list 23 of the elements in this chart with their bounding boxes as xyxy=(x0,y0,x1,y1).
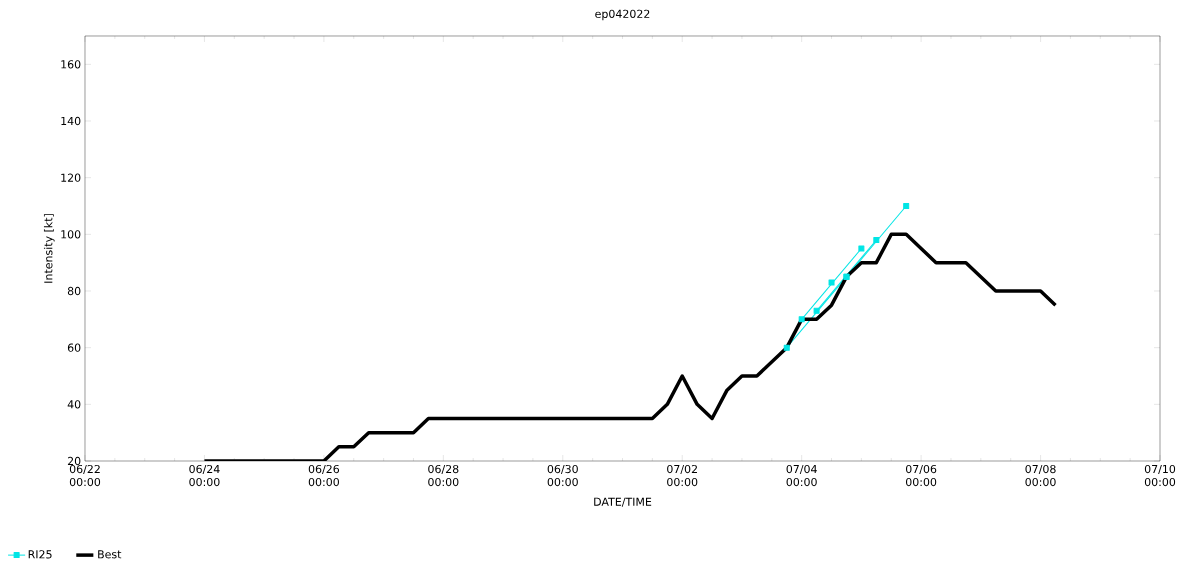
legend-label: RI25 xyxy=(28,550,52,559)
x-tick-label: 06/24 00:00 xyxy=(189,464,220,487)
x-tick-label: 06/28 00:00 xyxy=(428,464,459,487)
y-tick-label: 100 xyxy=(61,230,81,239)
y-tick-label: 80 xyxy=(67,286,81,296)
legend-label: Best xyxy=(98,550,122,559)
y-tick-label: 40 xyxy=(67,400,81,409)
x-tick-label: 06/26 00:00 xyxy=(308,464,340,487)
y-tick-label: 60 xyxy=(67,343,81,352)
x-axis-title: DATE/TIME xyxy=(594,497,652,507)
x-tick-label: 07/08 00:00 xyxy=(1025,464,1056,487)
y-tick-label: 20 xyxy=(67,456,81,466)
x-tick-label: 07/06 00:00 xyxy=(905,464,937,487)
chart-title: ep042022 xyxy=(595,9,650,21)
x-tick-label: 06/30 00:00 xyxy=(547,464,578,487)
y-tick-label: 140 xyxy=(61,116,81,126)
x-tick-label: 07/02 00:00 xyxy=(667,464,698,487)
x-tick-label: 06/22 00:00 xyxy=(69,464,101,487)
y-tick-label: 120 xyxy=(61,173,81,182)
y-axis-title: Intensity [kt] xyxy=(43,214,55,283)
x-tick-label: 07/10 00:00 xyxy=(1144,464,1176,487)
x-tick-label: 07/04 00:00 xyxy=(786,464,817,487)
y-tick-label: 160 xyxy=(61,60,81,69)
